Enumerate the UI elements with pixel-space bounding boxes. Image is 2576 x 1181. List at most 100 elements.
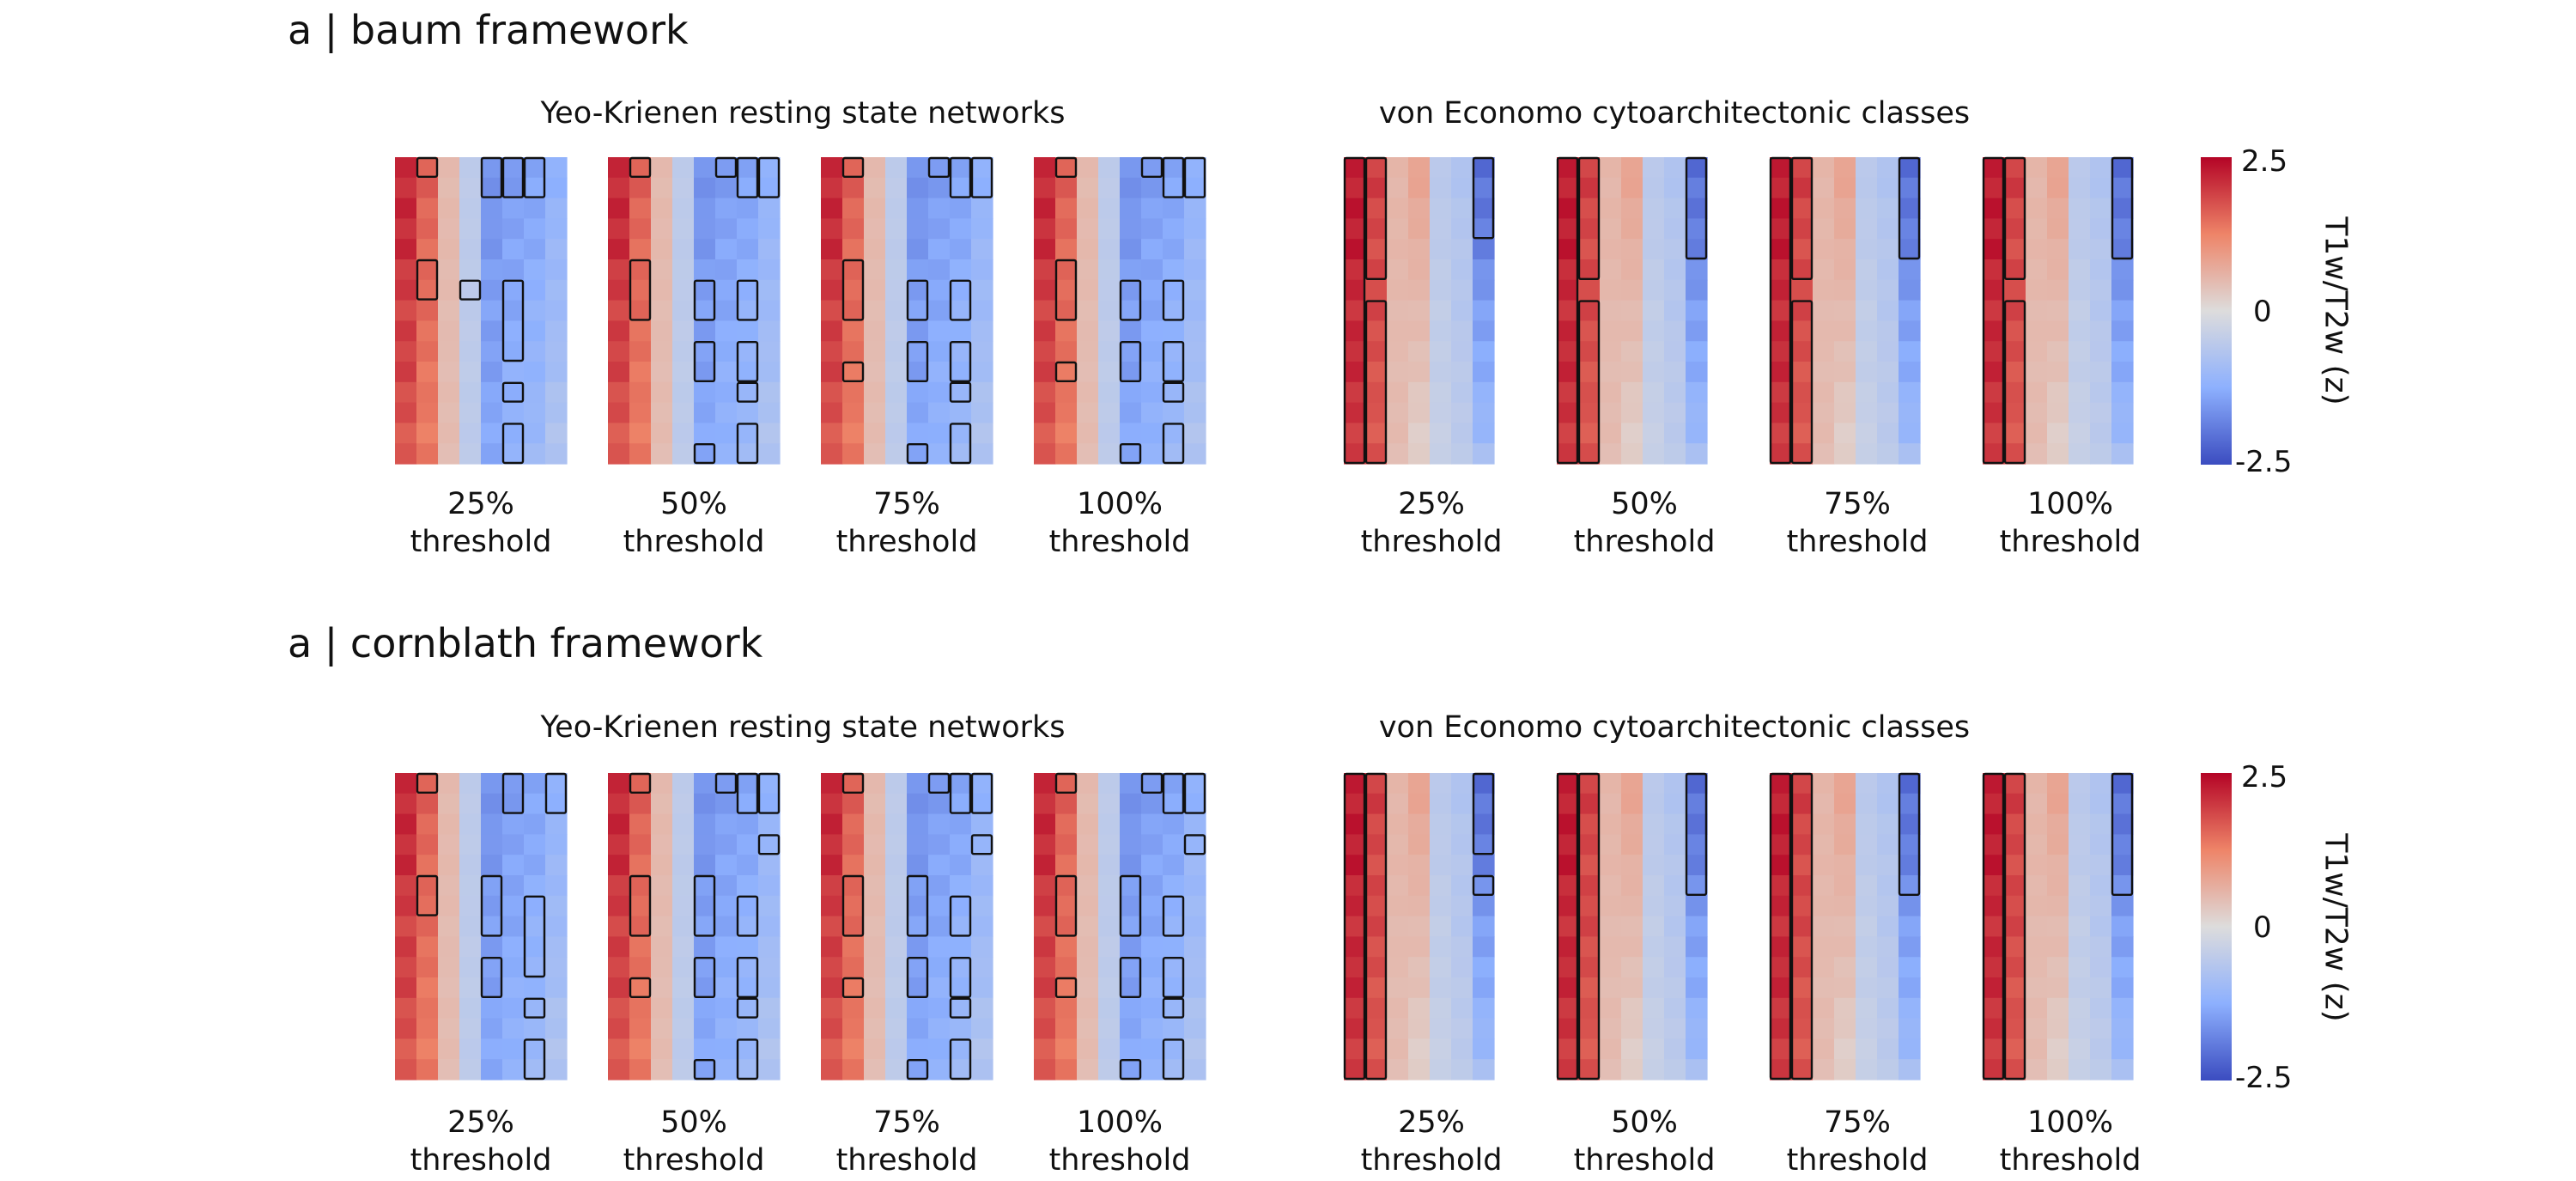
- heatmap-cell: [885, 341, 908, 362]
- heatmap-cell: [545, 300, 568, 321]
- heatmap-cell: [1365, 1018, 1388, 1039]
- heatmap-cell: [971, 875, 993, 897]
- heatmap-cell: [1621, 177, 1643, 199]
- heatmap-cell: [1034, 813, 1056, 835]
- heatmap-cell: [2069, 177, 2091, 199]
- heatmap-cell: [1365, 895, 1388, 917]
- heatmap-cell: [1557, 198, 1579, 219]
- heatmap-cell: [502, 218, 525, 240]
- heatmap-cell: [1430, 362, 1452, 383]
- heatmap-cell: [1643, 381, 1665, 404]
- heatmap-cell: [1141, 773, 1163, 794]
- heatmap-cell: [2111, 218, 2134, 240]
- heatmap-cell: [864, 300, 886, 321]
- heatmap-cell: [1664, 916, 1686, 937]
- significance-outline: [1140, 772, 1163, 794]
- heatmap-cell: [1834, 875, 1856, 897]
- heatmap-cell: [1473, 177, 1495, 199]
- group-title-economo-baum: von Economo cytoarchitectonic classes: [1378, 96, 1971, 131]
- heatmap-cell: [758, 957, 781, 978]
- heatmap-cell: [545, 895, 568, 917]
- heatmap-cell: [672, 177, 695, 199]
- heatmap-cell: [1163, 402, 1185, 423]
- heatmap-cell: [715, 218, 738, 240]
- heatmap-cell: [1365, 198, 1388, 219]
- heatmap-cell: [842, 834, 865, 855]
- heatmap-cell: [395, 157, 417, 179]
- heatmap-cell: [885, 855, 908, 876]
- heatmap-cell: [1664, 1038, 1686, 1060]
- heatmap-cell: [608, 381, 630, 404]
- heatmap-cell: [1387, 916, 1409, 937]
- heatmap-cell: [672, 259, 695, 281]
- heatmap-cell: [672, 443, 695, 465]
- heatmap-cell: [758, 855, 781, 876]
- significance-outline: [1054, 361, 1078, 382]
- heatmap-cell: [2004, 157, 2026, 179]
- heatmap-cell: [821, 402, 843, 423]
- heatmap-cell: [1451, 443, 1473, 465]
- heatmap-cell: [971, 177, 993, 199]
- heatmap-cell: [1770, 423, 1792, 444]
- significance-outline: [1343, 156, 1366, 465]
- heatmap-cell: [1034, 177, 1056, 199]
- heatmap-cell: [1473, 381, 1495, 404]
- heatmap-cell: [1365, 362, 1388, 383]
- heatmap-cell: [2047, 279, 2069, 301]
- heatmap-cell: [1365, 423, 1388, 444]
- heatmap-cell: [907, 997, 929, 1020]
- heatmap-cell: [481, 381, 503, 404]
- heatmap-cell: [1813, 259, 1835, 281]
- heatmap-cell: [1899, 977, 1921, 999]
- heatmap-cell: [2069, 381, 2091, 404]
- heatmap-cell: [2047, 1059, 2069, 1081]
- heatmap-cell: [1899, 443, 1921, 465]
- heatmap-cell: [459, 300, 482, 321]
- heatmap-cell: [1686, 423, 1708, 444]
- heatmap-cell: [672, 1059, 695, 1081]
- heatmap-cell: [694, 1059, 716, 1081]
- heatmap-cell: [438, 1038, 460, 1060]
- heatmap-cell: [1387, 1038, 1409, 1060]
- heatmap-cell: [1408, 957, 1431, 978]
- heatmap-cell: [1451, 218, 1473, 240]
- heatmap-cell: [2111, 1059, 2134, 1081]
- heatmap-cell: [1664, 834, 1686, 855]
- heatmap-cell: [1600, 773, 1622, 794]
- significance-outline: [1556, 156, 1579, 465]
- heatmap-cell: [694, 1018, 716, 1039]
- heatmap-cell: [1098, 1018, 1121, 1039]
- heatmap-cell: [1686, 875, 1708, 897]
- heatmap-cell: [1141, 423, 1163, 444]
- heatmap-cell: [1621, 834, 1643, 855]
- heatmap-cell: [1344, 977, 1366, 999]
- heatmap-cell: [1983, 875, 2005, 897]
- heatmap-cell: [1184, 177, 1206, 199]
- heatmap-cell: [1408, 443, 1431, 465]
- heatmap-cell: [1163, 936, 1185, 958]
- heatmap-cell: [1770, 218, 1792, 240]
- heatmap-cell: [737, 1018, 759, 1039]
- heatmap-cell: [672, 381, 695, 404]
- heatmap-cell: [1184, 773, 1206, 794]
- heatmap-cell: [2090, 773, 2112, 794]
- significance-outline: [1364, 772, 1388, 1081]
- heatmap-cell: [885, 198, 908, 219]
- heatmap-cell: [1451, 320, 1473, 342]
- heatmap-cell: [758, 773, 781, 794]
- heatmap-cell: [1791, 936, 1814, 958]
- heatmap-cell: [1877, 834, 1899, 855]
- heatmap-cell: [1141, 402, 1163, 423]
- heatmap-cell: [821, 813, 843, 835]
- heatmap-cell: [1600, 977, 1622, 999]
- significance-outline: [501, 423, 525, 465]
- heatmap-cell: [737, 855, 759, 876]
- heatmap-cell: [672, 320, 695, 342]
- significance-outline: [1343, 772, 1366, 1081]
- heatmap-cell: [1344, 423, 1366, 444]
- section-title-baum: a | baum framework: [288, 7, 689, 53]
- heatmap-cell: [1098, 957, 1121, 978]
- heatmap-cell: [524, 402, 546, 423]
- heatmap-cell: [1643, 198, 1665, 219]
- heatmap-cell: [928, 813, 951, 835]
